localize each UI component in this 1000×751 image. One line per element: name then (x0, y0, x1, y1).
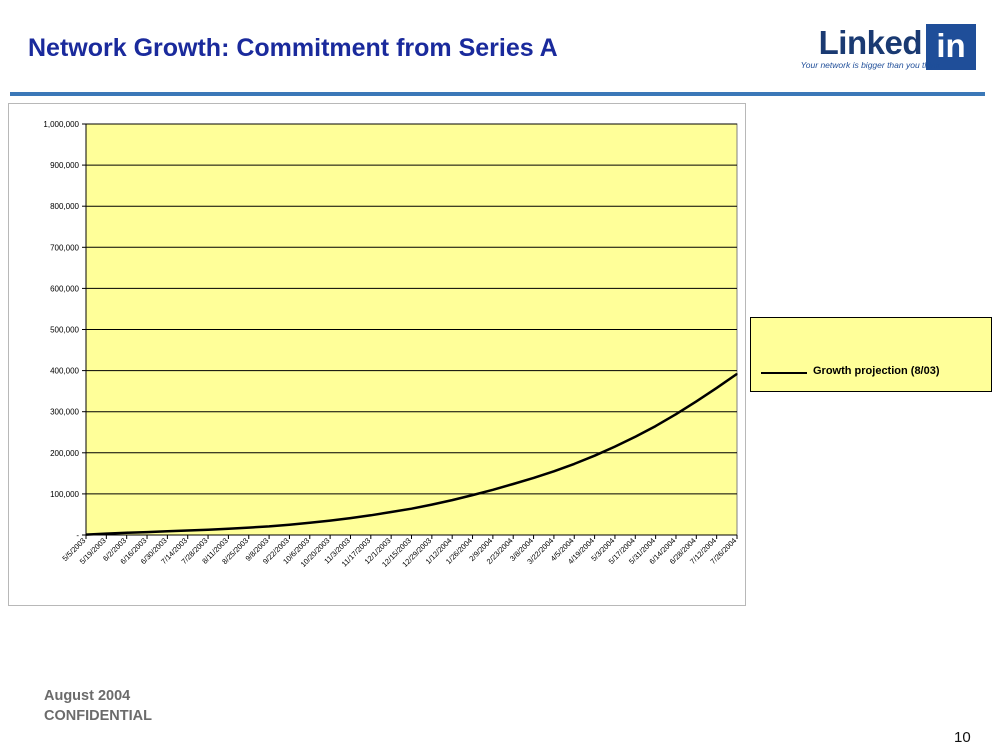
data-point (695, 400, 697, 403)
data-point (655, 425, 657, 427)
y-tick-label: 200,000 (50, 449, 79, 458)
data-point (309, 522, 311, 524)
footer: August 2004 CONFIDENTIAL (44, 686, 152, 726)
data-point (207, 529, 209, 531)
y-tick-label: - (76, 531, 79, 540)
data-point (227, 528, 230, 530)
data-point (349, 517, 352, 519)
data-point (634, 436, 636, 438)
data-point (736, 373, 738, 375)
data-point (553, 470, 555, 472)
data-point (614, 446, 616, 448)
linkedin-logo: Linked in Your network is bigger than yo… (774, 24, 978, 72)
data-point (126, 532, 128, 534)
footer-date: August 2004 (44, 688, 131, 704)
y-tick-label: 400,000 (50, 367, 79, 376)
data-point (85, 533, 87, 536)
y-tick-label: 500,000 (50, 326, 79, 335)
y-tick-label: 300,000 (50, 408, 79, 417)
chart-frame: - 100,000 200,000 300,000 400,000 500,000 600,… (8, 103, 746, 606)
data-point (288, 524, 291, 526)
line-chart: - 100,000 200,000 300,000 400,000 500,000 600,… (43, 120, 738, 569)
y-tick-label: 800,000 (50, 202, 79, 211)
slide-title: Network Growth: Commitment from Series A (28, 34, 558, 62)
y-tick-label: 600,000 (50, 284, 79, 293)
data-point (675, 413, 677, 415)
data-point (451, 499, 453, 501)
data-point (492, 489, 494, 491)
logo-tagline: Your network is bigger than you think (800, 60, 940, 70)
y-tick-label: 900,000 (50, 161, 79, 170)
y-tick-label: 100,000 (50, 490, 79, 499)
data-point (532, 477, 535, 479)
y-tick-label: 1,000,000 (43, 120, 79, 129)
data-point (268, 525, 270, 527)
legend-label: Growth projection (8/03) (813, 365, 940, 377)
data-point (329, 520, 331, 522)
logo-in-box: in (926, 24, 976, 70)
data-point (410, 508, 413, 510)
data-point (166, 530, 168, 532)
data-point (593, 455, 596, 457)
data-point (390, 511, 392, 513)
data-point (573, 463, 575, 465)
title-divider (10, 92, 985, 96)
data-point (716, 387, 718, 389)
chart-legend: Growth projection (8/03) (750, 317, 992, 392)
logo-word: Linked (818, 24, 923, 61)
y-tick-label: 700,000 (50, 243, 79, 252)
data-point (187, 529, 189, 532)
page-number: 10 (954, 729, 971, 746)
data-point (471, 494, 474, 496)
data-point (146, 531, 148, 533)
data-point (431, 503, 433, 506)
footer-confidential: CONFIDENTIAL (44, 708, 152, 724)
data-point (248, 527, 250, 529)
data-point (370, 514, 372, 516)
data-point (512, 483, 514, 485)
data-point (105, 532, 107, 535)
legend-line-swatch (761, 372, 807, 374)
